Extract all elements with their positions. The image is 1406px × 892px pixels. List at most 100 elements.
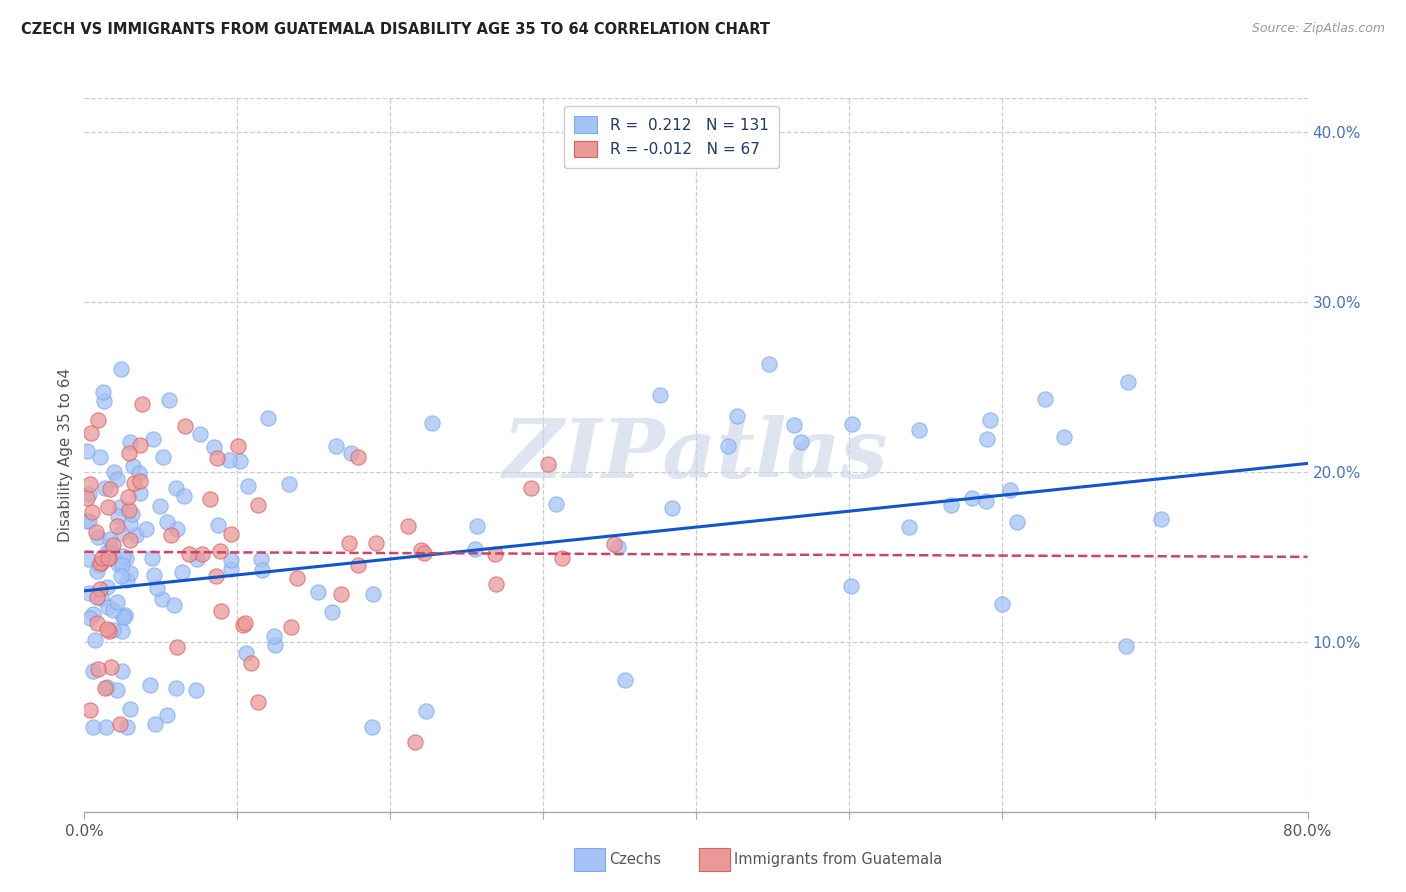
Point [725, 409, 748, 423]
Point [90, 556, 112, 570]
Text: Immigrants from Guatemala: Immigrants from Guatemala [734, 853, 942, 867]
Point [97, 500, 120, 514]
Point [156, 516, 179, 530]
Point [337, 536, 360, 550]
Point [839, 579, 862, 593]
Point [908, 423, 931, 437]
Point [108, 717, 131, 731]
Text: Czechs: Czechs [609, 853, 661, 867]
Point [546, 497, 568, 511]
Point [321, 605, 343, 619]
Point [165, 482, 187, 496]
Point [247, 695, 270, 709]
Text: Source: ZipAtlas.com: Source: ZipAtlas.com [1251, 22, 1385, 36]
Point [263, 629, 285, 643]
Point [205, 568, 228, 582]
Point [404, 735, 426, 749]
Point [120, 533, 142, 547]
Point [250, 551, 273, 566]
Point [177, 548, 200, 562]
Point [209, 604, 232, 618]
Point [166, 640, 188, 654]
Point [606, 541, 628, 555]
Point [163, 598, 186, 612]
Point [96, 622, 118, 636]
Point [96, 551, 118, 566]
Point [782, 417, 804, 432]
Point [79, 611, 101, 625]
Point [93, 393, 115, 408]
Point [150, 592, 173, 607]
Point [1033, 392, 1056, 406]
Point [219, 562, 242, 576]
Point [80, 425, 103, 440]
Point [105, 473, 128, 487]
Point [396, 518, 419, 533]
Point [98, 532, 121, 546]
Point [77, 487, 100, 501]
Text: ZIPatlas: ZIPatlas [503, 415, 889, 495]
Point [236, 479, 259, 493]
Point [82, 664, 104, 678]
Point [90, 591, 112, 605]
Point [1150, 511, 1173, 525]
Point [152, 450, 174, 464]
Point [82, 607, 104, 621]
Point [278, 476, 301, 491]
Point [77, 514, 100, 528]
Point [87, 662, 110, 676]
Point [101, 538, 124, 552]
Point [111, 624, 134, 638]
Point [76, 491, 98, 505]
Point [122, 458, 145, 473]
Point [139, 677, 162, 691]
Point [200, 492, 222, 507]
Point [111, 610, 134, 624]
Point [602, 536, 624, 550]
Point [979, 413, 1001, 427]
Point [79, 703, 101, 717]
Point [1007, 515, 1029, 529]
Point [89, 556, 111, 570]
Point [415, 704, 437, 718]
Point [100, 542, 122, 557]
Point [110, 568, 132, 582]
Point [114, 608, 136, 623]
Point [537, 457, 560, 471]
Point [86, 591, 108, 605]
Point [103, 465, 125, 479]
Point [330, 587, 353, 601]
Point [614, 673, 637, 687]
Point [790, 435, 813, 450]
Point [280, 620, 302, 634]
Point [129, 486, 152, 500]
Point [76, 514, 98, 528]
Point [339, 446, 361, 460]
Point [141, 551, 163, 566]
Point [76, 444, 98, 458]
Point [110, 526, 132, 541]
Point [110, 362, 132, 376]
Point [107, 557, 129, 571]
Point [101, 603, 124, 617]
Point [960, 491, 983, 505]
Point [135, 522, 157, 536]
Point [131, 397, 153, 411]
Point [86, 564, 108, 578]
Point [1116, 376, 1139, 390]
Point [307, 584, 329, 599]
Point [128, 466, 150, 480]
Point [347, 450, 370, 465]
Point [347, 558, 370, 573]
Point [156, 707, 179, 722]
Point [411, 543, 433, 558]
Point [1115, 639, 1137, 653]
Point [91, 551, 114, 566]
Point [465, 519, 488, 533]
Point [121, 507, 143, 521]
Point [221, 527, 243, 541]
Point [142, 568, 165, 582]
Point [118, 566, 141, 581]
Point [129, 474, 152, 488]
Point [758, 357, 780, 371]
